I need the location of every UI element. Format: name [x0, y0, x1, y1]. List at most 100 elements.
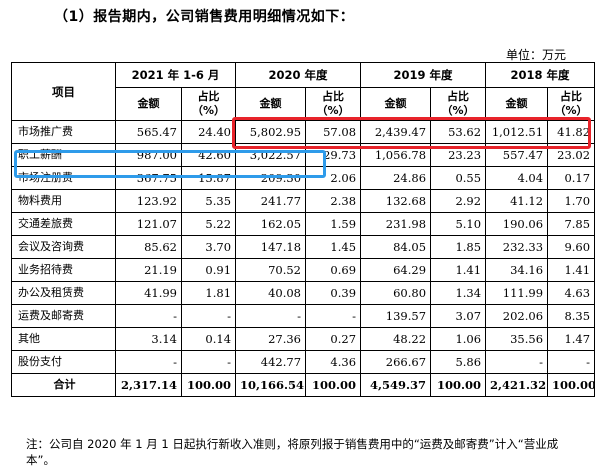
ratio-cell: 1.85	[430, 235, 487, 259]
period-header: 2018 年度	[485, 62, 596, 88]
amount-cell: 27.36	[235, 327, 307, 351]
ratio-cell: 53.62	[430, 120, 487, 144]
amount-cell: 132.68	[360, 189, 432, 213]
ratio-cell: 100.00	[430, 373, 487, 397]
table-row: 交通差旅费 121.07 5.22 162.05 1.59 231.98 5.10 190.0…	[11, 212, 596, 236]
amount-cell: 3.14	[115, 327, 182, 351]
amount-header: 金额	[235, 87, 307, 121]
amount-cell: -	[485, 350, 549, 374]
ratio-cell: -	[180, 350, 237, 374]
item-label: 职工薪酬	[11, 143, 116, 167]
amount-cell: 85.62	[115, 235, 182, 259]
amount-cell: 147.18	[235, 235, 307, 259]
ratio-cell: 9.60	[547, 235, 596, 259]
ratio-cell: -	[180, 304, 237, 328]
amount-cell: 4.04	[485, 166, 549, 190]
ratio-cell: 7.85	[547, 212, 596, 236]
ratio-header: 占比（%）	[180, 87, 237, 121]
amount-header: 金额	[360, 87, 432, 121]
ratio-cell: 0.14	[180, 327, 237, 351]
amount-cell: 41.12	[485, 189, 549, 213]
amount-cell: 34.16	[485, 258, 549, 282]
ratio-cell: 5.86	[430, 350, 487, 374]
amount-cell: 190.06	[485, 212, 549, 236]
table-row: 运费及邮寄费 - - - -139.57 3.07 202.06 8.35	[11, 304, 596, 328]
ratio-cell: 1.81	[180, 281, 237, 305]
ratio-cell: 3.07	[430, 304, 487, 328]
sales-expense-table: 项目 2021 年 1-6 月 2020 年度 2019 年度 2018 年度 …	[11, 62, 596, 397]
amount-cell: -	[235, 304, 307, 328]
amount-cell: 70.52	[235, 258, 307, 282]
amount-cell: 202.06	[485, 304, 549, 328]
ratio-cell: 4.63	[547, 281, 596, 305]
unit-label: 单位：万元	[505, 48, 566, 62]
ratio-cell: 42.60	[180, 143, 237, 167]
ratio-cell: 1.59	[305, 212, 362, 236]
period-header: 2020 年度	[235, 62, 362, 88]
amount-cell: 21.19	[115, 258, 182, 282]
item-label: 会议及咨询费	[11, 235, 116, 259]
amount-cell: 24.86	[360, 166, 432, 190]
amount-header: 金额	[485, 87, 549, 121]
amount-cell: 2,421.32	[485, 373, 549, 397]
amount-cell: 565.47	[115, 120, 182, 144]
amount-cell: 209.30	[235, 166, 307, 190]
amount-cell: 64.29	[360, 258, 432, 282]
item-label: 市场推广费	[11, 120, 116, 144]
ratio-cell: 4.36	[305, 350, 362, 374]
amount-cell: 266.67	[360, 350, 432, 374]
item-header: 项目	[11, 62, 116, 121]
amount-cell: 1,012.51	[485, 120, 549, 144]
item-label: 其他	[11, 327, 116, 351]
footnote: 注：公司自 2020 年 1 月 1 日起执行新收入准则，将原列报于销售费用中的…	[26, 437, 559, 467]
ratio-cell: 1.45	[305, 235, 362, 259]
item-label: 业务招待费	[11, 258, 116, 282]
item-label: 股份支付	[11, 350, 116, 374]
ratio-header: 占比（%）	[305, 87, 362, 121]
amount-cell: 5,802.95	[235, 120, 307, 144]
item-label: 交通差旅费	[11, 212, 116, 236]
table-row: 业务招待费 21.19 0.91 70.52 0.69 64.29 1.41 34.16 1.4…	[11, 258, 596, 282]
header-row-periods: 项目 2021 年 1-6 月 2020 年度 2019 年度 2018 年度	[11, 62, 596, 121]
amount-cell: 123.92	[115, 189, 182, 213]
amount-cell: 1,056.78	[360, 143, 432, 167]
amount-cell: 162.05	[235, 212, 307, 236]
ratio-cell: 1.70	[547, 189, 596, 213]
ratio-cell: 2.92	[430, 189, 487, 213]
amount-cell: -	[115, 350, 182, 374]
amount-cell: 35.56	[485, 327, 549, 351]
ratio-cell: 1.41	[547, 258, 596, 282]
item-label: 物料费用	[11, 189, 116, 213]
item-label: 市场注册费	[11, 166, 116, 190]
amount-cell: 2,317.14	[115, 373, 182, 397]
amount-cell: 232.33	[485, 235, 549, 259]
ratio-cell: 1.34	[430, 281, 487, 305]
header-row-metrics: 金额 占比（%） 金额 占比（%） 金额 占比（%） 金额 占比（%）	[12, 87, 596, 121]
ratio-header: 占比（%）	[547, 87, 596, 121]
ratio-cell: 24.40	[180, 120, 237, 144]
ratio-cell: 23.02	[547, 143, 596, 167]
ratio-cell: 0.27	[305, 327, 362, 351]
ratio-cell: 1.47	[547, 327, 596, 351]
amount-cell: 40.08	[235, 281, 307, 305]
ratio-cell: -	[305, 304, 362, 328]
table-row: 办公及租赁费 41.99 1.81 40.08 0.39 60.80 1.34 111.99 4…	[11, 281, 596, 305]
amount-cell: 3,022.57	[235, 143, 307, 167]
amount-cell: 41.99	[115, 281, 182, 305]
amount-cell: 84.05	[360, 235, 432, 259]
amount-cell: 60.80	[360, 281, 432, 305]
table-row: 市场推广费 565.47 24.40 5,802.95 57.08 2,439.47 53.…	[11, 120, 596, 144]
amount-cell: 987.00	[115, 143, 182, 167]
ratio-cell: 23.23	[430, 143, 487, 167]
period-header: 2021 年 1-6 月	[114, 62, 237, 88]
table-row: 物料费用 123.92 5.35 241.77 2.38 132.68 2.92 41.12 1…	[11, 189, 596, 213]
item-label: 办公及租赁费	[11, 281, 116, 305]
amount-cell: 48.22	[360, 327, 432, 351]
amount-cell: 557.47	[485, 143, 549, 167]
ratio-cell: 5.22	[180, 212, 237, 236]
table-row: 职工薪酬 987.00 42.60 3,022.57 29.73 1,056.78 23.2…	[11, 143, 596, 167]
ratio-cell: 100.00	[547, 373, 596, 397]
table-row: 其他 3.14 0.14 27.36 0.27 48.22 1.06 35.56 1.47	[11, 327, 596, 351]
table-row: 会议及咨询费 85.62 3.70 147.18 1.45 84.05 1.85 232.33…	[11, 235, 596, 259]
ratio-cell: 100.00	[180, 373, 237, 397]
